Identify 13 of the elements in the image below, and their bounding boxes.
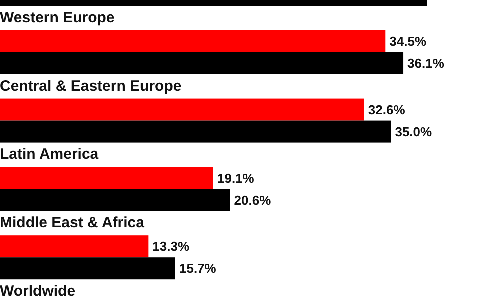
y-tick-label: Latin America: [0, 146, 100, 164]
data-label: 20.6%: [234, 192, 272, 208]
y-tick-label: Western Europe: [0, 9, 115, 26]
data-label: 34.5%: [390, 34, 427, 49]
y-tick-label: Middle East & Africa: [0, 214, 146, 232]
data-label: 35.0%: [395, 124, 433, 140]
data-label: 13.3%: [152, 239, 190, 254]
data-label: 15.7%: [179, 261, 217, 276]
data-label: 19.1%: [218, 170, 255, 186]
data-label: 36.1%: [408, 56, 445, 71]
data-label: 32.6%: [368, 102, 406, 118]
y-tick-label: Worldwide: [0, 283, 76, 300]
y-tick-label: Central & Eastern Europe: [0, 78, 182, 95]
